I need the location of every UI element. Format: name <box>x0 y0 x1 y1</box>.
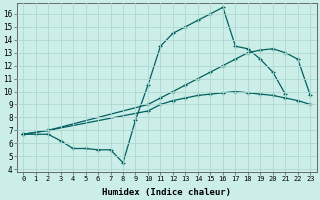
X-axis label: Humidex (Indice chaleur): Humidex (Indice chaleur) <box>102 188 231 197</box>
